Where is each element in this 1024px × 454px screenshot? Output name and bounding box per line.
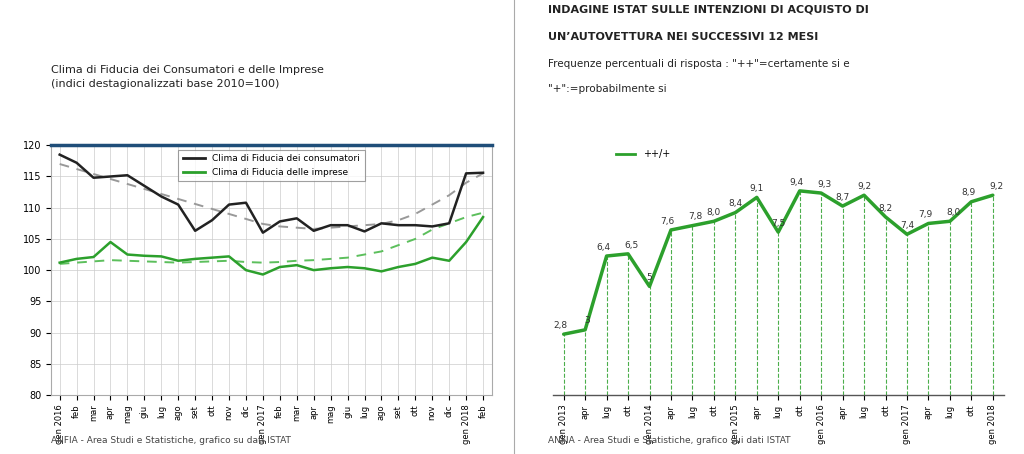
Text: 7,8: 7,8 — [688, 212, 702, 221]
Text: 5: 5 — [646, 273, 652, 282]
Text: 7,9: 7,9 — [919, 210, 932, 219]
Text: 9,2: 9,2 — [989, 182, 1004, 191]
Legend: Clima di Fiducia dei consumatori, Clima di Fiducia delle imprese: Clima di Fiducia dei consumatori, Clima … — [178, 150, 365, 181]
Text: 8,9: 8,9 — [961, 188, 975, 197]
Text: ANFIA - Area Studi e Statistiche, grafico sui dati ISTAT: ANFIA - Area Studi e Statistiche, grafic… — [548, 436, 791, 445]
Text: 9,4: 9,4 — [790, 178, 804, 187]
Text: "+":=probabilmente si: "+":=probabilmente si — [548, 84, 667, 94]
Text: 2,8: 2,8 — [553, 321, 567, 330]
Text: 6,5: 6,5 — [625, 241, 638, 250]
Text: 8,7: 8,7 — [836, 193, 850, 202]
Text: UN’AUTOVETTURA NEI SUCCESSIVI 12 MESI: UN’AUTOVETTURA NEI SUCCESSIVI 12 MESI — [548, 32, 818, 42]
Text: 3: 3 — [585, 316, 590, 326]
Text: Clima di Fiducia dei Consumatori e delle Imprese
(indici destagionalizzati base : Clima di Fiducia dei Consumatori e delle… — [51, 65, 324, 89]
Text: Frequenze percentuali di risposta : "++"=certamente si e: Frequenze percentuali di risposta : "++"… — [548, 59, 850, 69]
Text: 8,0: 8,0 — [946, 208, 961, 217]
Text: INDAGINE ISTAT SULLE INTENZIONI DI ACQUISTO DI: INDAGINE ISTAT SULLE INTENZIONI DI ACQUI… — [548, 5, 868, 15]
Legend: ++/+: ++/+ — [612, 145, 674, 163]
Text: 8,0: 8,0 — [707, 208, 721, 217]
Text: 8,4: 8,4 — [728, 199, 742, 208]
Text: 6,4: 6,4 — [596, 243, 610, 252]
Text: ANFIA - Area Studi e Statistiche, grafico su dati ISTAT: ANFIA - Area Studi e Statistiche, grafic… — [51, 436, 291, 445]
Text: 8,2: 8,2 — [879, 203, 893, 212]
Text: 7,6: 7,6 — [660, 217, 675, 226]
Text: 9,1: 9,1 — [750, 184, 764, 193]
Text: 9,2: 9,2 — [857, 182, 871, 191]
Text: 7,5: 7,5 — [771, 219, 785, 228]
Text: 7,4: 7,4 — [900, 221, 914, 230]
Text: 9,3: 9,3 — [817, 180, 831, 189]
